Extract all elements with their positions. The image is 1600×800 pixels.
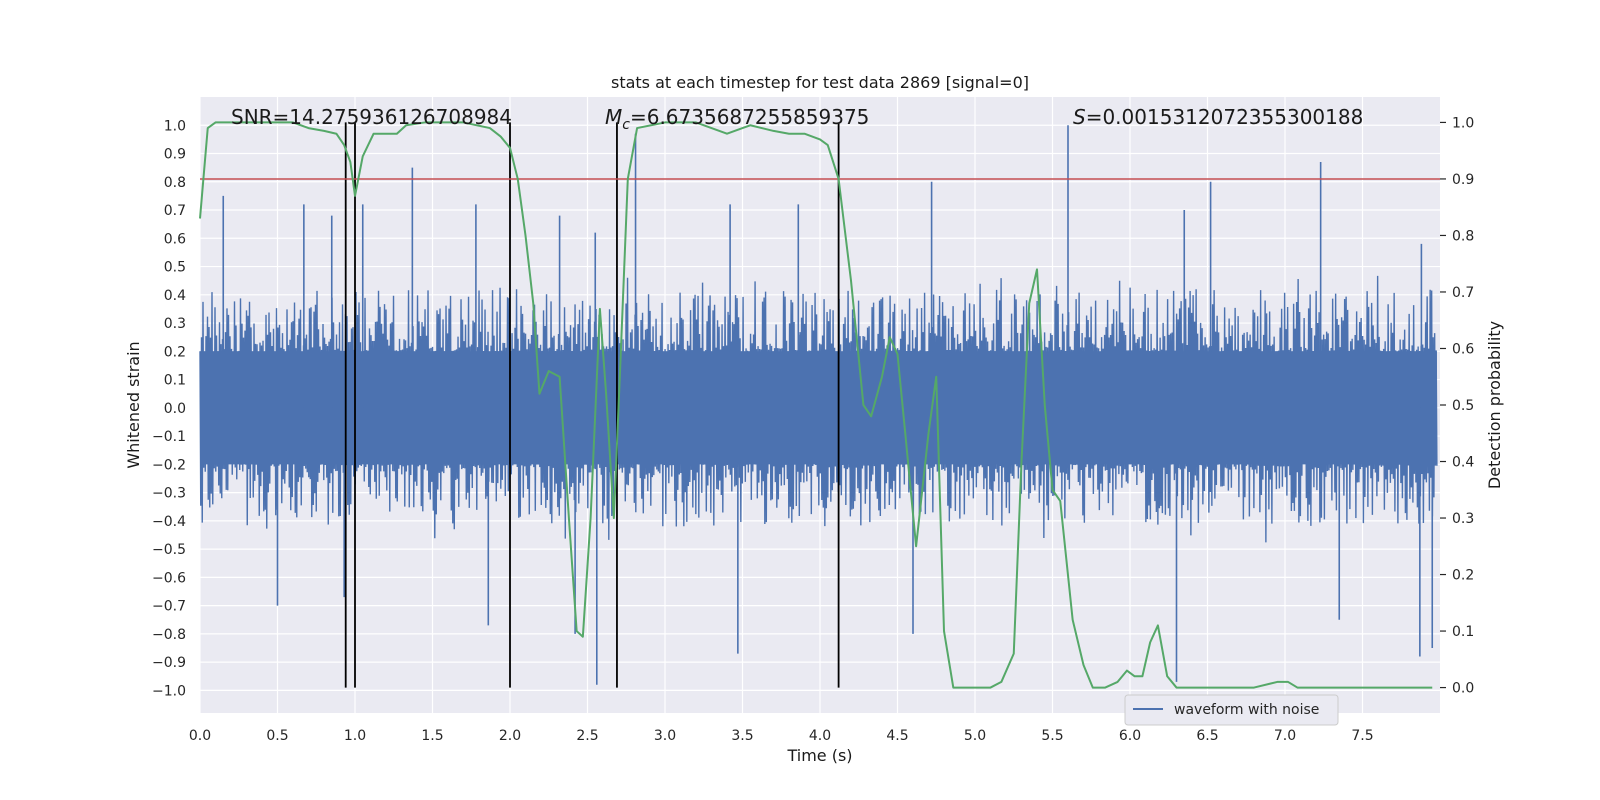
- legend: waveform with noise: [1124, 694, 1339, 726]
- left-tick-label: 0.4: [164, 288, 186, 304]
- right-axis-ticks: 0.0 0.1 0.2 0.3 0.4 0.5 0.6 0.7 0.8 0.9 1.0: [1440, 115, 1474, 697]
- x-tick-label: 0.0: [189, 728, 211, 744]
- right-tick-label: 0.4: [1452, 455, 1474, 471]
- s-symbol: S: [1073, 105, 1086, 129]
- left-tick-label: 0.3: [164, 316, 186, 332]
- right-tick-label: 0.3: [1452, 511, 1474, 527]
- left-tick-label: 0.9: [164, 147, 186, 163]
- left-axis-ticks: −1.0 −0.9 −0.8 −0.7 −0.6 −0.5 −0.4 −0.3 −0.2 −0.1…: [152, 118, 186, 699]
- right-tick-label: 0.5: [1452, 398, 1474, 414]
- x-axis-label: Time (s): [786, 746, 852, 765]
- x-tick-label: 7.0: [1274, 728, 1296, 744]
- legend-box: [1124, 694, 1339, 726]
- left-tick-label: 0.2: [164, 344, 186, 360]
- left-tick-label: −0.2: [152, 457, 186, 473]
- x-tick-label: 1.0: [344, 728, 366, 744]
- left-tick-label: −0.3: [152, 486, 186, 502]
- left-tick-label: −0.9: [152, 655, 186, 671]
- left-axis-label: Whitened strain: [124, 341, 143, 468]
- left-tick-label: −0.4: [152, 514, 186, 530]
- x-tick-label: 2.5: [576, 728, 598, 744]
- right-tick-label: 0.0: [1452, 681, 1474, 697]
- chirp-mass-value: =6.6735687255859375: [630, 105, 869, 129]
- chirp-mass-symbol: M: [605, 105, 622, 129]
- left-tick-label: 1.0: [164, 118, 186, 134]
- x-axis-ticks: 0.0 0.5 1.0 1.5 2.0 2.5 3.0 3.5 4.0 4.5 5.0 5.5 6.0 6…: [189, 728, 1374, 744]
- s-value: =0.0015312072355300188: [1086, 105, 1364, 129]
- chirp-mass-annotation: Mc=6.6735687255859375: [605, 105, 869, 133]
- legend-label: waveform with noise: [1174, 702, 1319, 718]
- x-tick-label: 6.0: [1119, 728, 1141, 744]
- x-tick-label: 5.0: [964, 728, 986, 744]
- left-tick-label: −0.1: [152, 429, 186, 445]
- right-tick-label: 0.9: [1452, 172, 1474, 188]
- x-tick-label: 1.5: [421, 728, 443, 744]
- left-tick-label: 0.5: [164, 260, 186, 276]
- x-tick-label: 4.0: [809, 728, 831, 744]
- left-tick-label: 0.0: [164, 401, 186, 417]
- left-tick-label: −0.7: [152, 599, 186, 615]
- right-tick-label: 0.2: [1452, 568, 1474, 584]
- x-tick-label: 0.5: [266, 728, 288, 744]
- x-tick-label: 6.5: [1196, 728, 1218, 744]
- right-axis-label: Detection probability: [1485, 321, 1504, 489]
- probability-line: [199, 121, 1433, 689]
- right-tick-label: 0.1: [1452, 624, 1474, 640]
- detection-probability-series: [199, 121, 1433, 689]
- x-tick-label: 5.5: [1041, 728, 1063, 744]
- right-tick-label: 1.0: [1452, 115, 1474, 131]
- chirp-mass-subscript: c: [622, 117, 630, 133]
- left-tick-label: 0.1: [164, 373, 186, 389]
- left-tick-label: 0.6: [164, 231, 186, 247]
- x-tick-label: 4.5: [886, 728, 908, 744]
- right-tick-label: 0.7: [1452, 285, 1474, 301]
- left-tick-label: 0.7: [164, 203, 186, 219]
- left-tick-label: 0.8: [164, 175, 186, 191]
- chart-title: stats at each timestep for test data 286…: [611, 73, 1029, 92]
- left-tick-label: −1.0: [152, 683, 186, 699]
- x-tick-label: 3.0: [654, 728, 676, 744]
- snr-annotation: SNR=14.275936126708984: [231, 105, 512, 129]
- x-tick-label: 2.0: [499, 728, 521, 744]
- left-tick-label: −0.8: [152, 627, 186, 643]
- waveform-series: [199, 125, 1438, 685]
- right-tick-label: 0.8: [1452, 228, 1474, 244]
- left-tick-label: −0.5: [152, 542, 186, 558]
- waveform-core: [200, 351, 1437, 465]
- event-markers: [344, 122, 840, 688]
- left-tick-label: −0.6: [152, 570, 186, 586]
- x-tick-label: 3.5: [731, 728, 753, 744]
- x-tick-label: 7.5: [1351, 728, 1373, 744]
- s-annotation: S=0.0015312072355300188: [1073, 105, 1363, 129]
- right-tick-label: 0.6: [1452, 341, 1474, 357]
